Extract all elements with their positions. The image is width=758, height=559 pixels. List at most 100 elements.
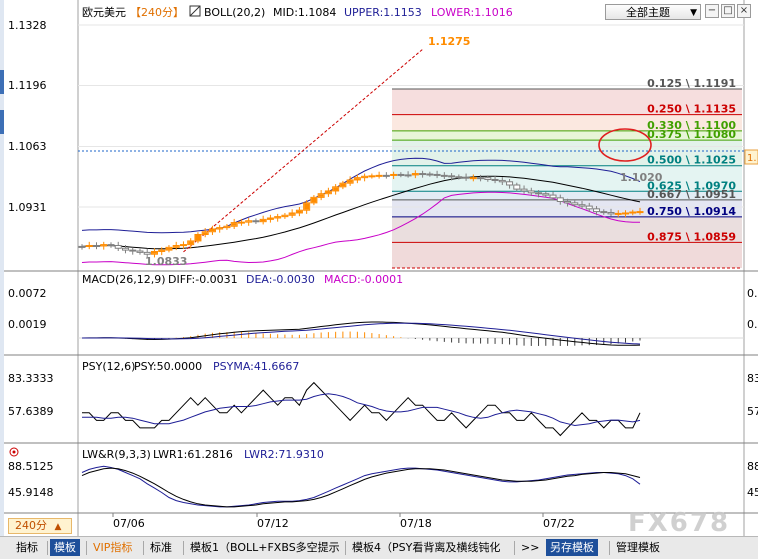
candle-body-fill bbox=[202, 232, 208, 235]
period-label: 【240分】 bbox=[130, 6, 184, 19]
tab-divider bbox=[183, 541, 184, 555]
price-tick-3: 1.1063 bbox=[8, 140, 47, 153]
candle-body-fill bbox=[623, 213, 629, 214]
theme-dropdown[interactable]: 全部主题 ▼ bbox=[605, 4, 701, 20]
low-annotation-left: 1.0833 bbox=[145, 255, 187, 268]
fib-level-label: 0.250 \ 1.1135 bbox=[647, 103, 736, 116]
tab-save-template[interactable]: 另存模板 bbox=[546, 539, 598, 556]
tab-template-4[interactable]: 模板4（PSY看背离及横线钝化 bbox=[352, 541, 501, 554]
high-annotation: 1.1275 bbox=[428, 35, 470, 48]
candle-body bbox=[440, 174, 448, 177]
fib-band bbox=[392, 242, 742, 268]
fib-level-label: 0.750 \ 1.0914 bbox=[647, 205, 736, 218]
candle-body-fill bbox=[362, 176, 368, 178]
tab-divider bbox=[345, 541, 346, 555]
fib-level-label: 0.500 \ 1.1025 bbox=[647, 154, 736, 167]
candle-body-fill bbox=[412, 174, 418, 175]
close-icon[interactable]: × bbox=[737, 4, 751, 18]
candle-body bbox=[535, 192, 543, 195]
macd-pane bbox=[78, 321, 744, 346]
lwr-settings-icon[interactable] bbox=[9, 447, 19, 457]
tab-manage-template[interactable]: 管理模板 bbox=[616, 541, 660, 554]
candle-body-fill bbox=[166, 247, 172, 250]
candle-body bbox=[455, 176, 463, 179]
tab-divider bbox=[514, 541, 515, 555]
psy-right-tick-2: 57 bbox=[747, 405, 758, 418]
fib-level-label: 0.625 \ 1.0970 bbox=[647, 179, 736, 192]
candle-body-fill bbox=[376, 175, 382, 177]
candle-body bbox=[484, 177, 492, 180]
candle-body-fill bbox=[275, 217, 281, 218]
candle-body bbox=[564, 200, 572, 204]
lwr-label: LW&R(9,3,3) bbox=[82, 448, 151, 461]
candle-body-fill bbox=[289, 213, 295, 215]
psy-pane bbox=[82, 381, 641, 437]
candle-body-fill bbox=[296, 210, 302, 213]
period-selector[interactable]: 240分 ▲ bbox=[8, 518, 72, 534]
tab-standard[interactable]: 标准 bbox=[150, 541, 172, 554]
tab-template[interactable]: 模板 bbox=[50, 539, 80, 556]
candle-body bbox=[382, 174, 390, 177]
psy-tick-2: 57.6389 bbox=[8, 405, 54, 418]
tab-vip-indicators[interactable]: VIP指标 bbox=[93, 541, 133, 554]
psy-right-tick-1: 83 bbox=[747, 372, 758, 385]
theme-dropdown-label: 全部主题 bbox=[626, 6, 670, 19]
candle-body bbox=[527, 190, 535, 194]
fib-level-label: 0.875 \ 1.0859 bbox=[647, 230, 736, 243]
fib-band bbox=[392, 130, 742, 141]
candle-body-fill bbox=[238, 222, 244, 224]
trend-line bbox=[183, 48, 423, 253]
fib-level-label: 0.375 \ 1.1080 bbox=[647, 128, 736, 141]
macd-dea-line bbox=[82, 322, 641, 345]
lwr1-value: LWR1:61.2816 bbox=[153, 448, 233, 461]
price-tick-1: 1.1328 bbox=[8, 19, 47, 32]
macd-tick-2: 0.0019 bbox=[8, 318, 47, 331]
candle-body-fill bbox=[354, 178, 360, 180]
macd-diff-value: DIFF:-0.0031 bbox=[168, 273, 238, 286]
boll-label: BOLL(20,2) bbox=[204, 6, 265, 19]
candle-body-fill bbox=[340, 183, 346, 187]
candle-body-fill bbox=[630, 212, 636, 214]
candle-body bbox=[462, 176, 470, 179]
lwr-right-tick-2: 45 bbox=[747, 486, 758, 499]
psy-tick-1: 83.3333 bbox=[8, 372, 54, 385]
macd-macd-value: MACD:-0.0001 bbox=[324, 273, 403, 286]
chart-canvas[interactable]: 0.125 \ 1.1191 0.250 \ 1.1135 0.330 \ 1.11… bbox=[0, 0, 758, 536]
candle-body bbox=[498, 179, 506, 183]
period-selector-label: 240分 bbox=[15, 519, 47, 532]
lwr2-line bbox=[81, 467, 641, 508]
candle-body bbox=[585, 205, 593, 210]
current-price-tag bbox=[744, 149, 758, 165]
candle-body bbox=[549, 194, 557, 199]
fib-level-label: 0.125 \ 1.1191 bbox=[647, 77, 736, 90]
lwr2-value: LWR2:71.9310 bbox=[244, 448, 324, 461]
tab-indicators[interactable]: 指标 bbox=[16, 541, 38, 554]
tab-more[interactable]: >> bbox=[521, 541, 540, 554]
price-tick-4: 1.0931 bbox=[8, 201, 47, 214]
restore-icon[interactable]: □ bbox=[721, 4, 735, 18]
candle-body bbox=[571, 202, 579, 206]
fib-band bbox=[392, 165, 742, 192]
lwr1-line bbox=[81, 465, 641, 508]
candle-body bbox=[78, 245, 86, 248]
fib-band bbox=[392, 199, 742, 217]
chevron-down-icon: ▼ bbox=[690, 8, 697, 18]
current-price-tag-text: 1. bbox=[747, 153, 757, 164]
candle-body bbox=[136, 250, 144, 253]
side-tab-2[interactable] bbox=[0, 110, 4, 134]
x-tick-3: 07/18 bbox=[400, 517, 432, 530]
candle-body-fill bbox=[173, 246, 179, 247]
candle-body bbox=[92, 245, 100, 248]
candle-body-fill bbox=[369, 176, 375, 177]
candle-body bbox=[143, 251, 151, 255]
candle-body-fill bbox=[637, 212, 643, 213]
side-tab-1[interactable] bbox=[0, 70, 4, 94]
candle-body-fill bbox=[217, 228, 223, 229]
boll-legend-icon-slash bbox=[189, 5, 201, 17]
tab-divider bbox=[47, 541, 48, 555]
lwr-tick-1: 88.5125 bbox=[8, 460, 54, 473]
minimize-icon[interactable]: − bbox=[705, 4, 719, 18]
candle-body bbox=[593, 208, 601, 213]
macd-dea-value: DEA:-0.0030 bbox=[246, 273, 315, 286]
tab-template-1[interactable]: 模板1（BOLL+FXBS多空提示 bbox=[190, 541, 340, 554]
